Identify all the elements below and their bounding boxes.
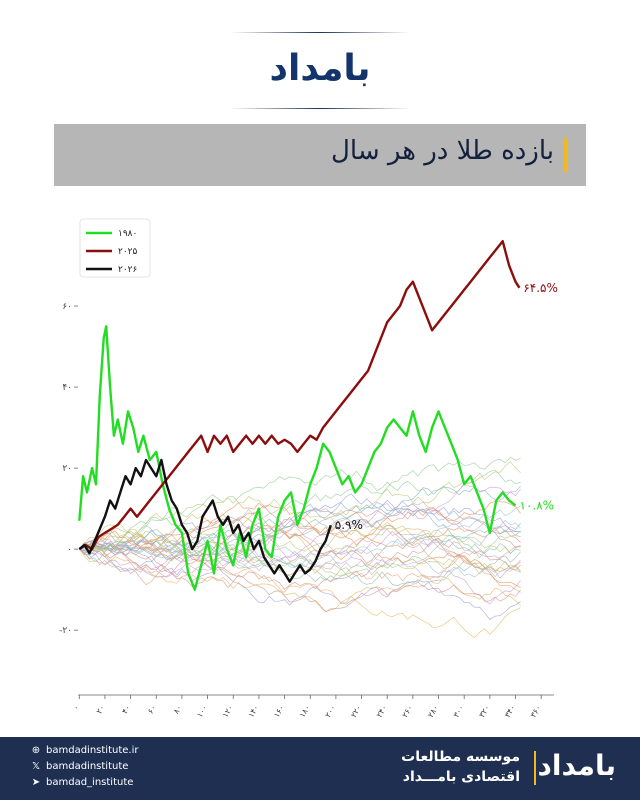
background-series-line <box>79 528 521 588</box>
background-series-line <box>79 524 521 589</box>
series-end-label: ۵.۹% <box>335 518 363 532</box>
title-bar: بازده طلا در هر سال <box>54 124 586 186</box>
legend-label: ۱۹۸۰ <box>118 229 137 239</box>
y-tick-label: ۶۰ <box>62 302 72 312</box>
legend-label: ۲۰۲۶ <box>118 265 138 275</box>
y-tick-label: ۴۰ <box>62 383 72 393</box>
x-handle-text: bamdadinstitute <box>46 761 129 772</box>
x-tick-label: ۲۴۰ <box>375 704 389 720</box>
x-icon: 𝕏 <box>31 761 41 772</box>
x-tick-label: ۱۰۰ <box>195 704 209 720</box>
x-tick-label: ۲۶۰ <box>400 704 414 720</box>
x-tick-label: ۰ <box>71 704 81 712</box>
header-rule-bottom <box>230 108 410 109</box>
background-series-line <box>79 501 521 552</box>
brand-logo: بامداد <box>269 48 371 89</box>
background-series-line <box>79 544 521 586</box>
background-series-line <box>79 515 521 552</box>
background-series-line <box>79 530 521 583</box>
org-name: موسسه مطالعات اقتصادی بامـــداد <box>401 747 520 787</box>
telegram-link[interactable]: ➤ bamdad_institute <box>30 775 138 791</box>
x-tick-label: ۱۲۰ <box>221 704 235 720</box>
x-tick-label: ۲۰ <box>95 704 107 716</box>
x-tick-label: ۶۰ <box>146 704 158 716</box>
x-tick-label: ۳۲۰ <box>477 704 491 720</box>
background-series-line <box>79 512 521 575</box>
series-line-2 <box>78 458 332 583</box>
x-tick-label: ۱۴۰ <box>246 704 260 720</box>
x-tick-label: ۴۰ <box>120 704 132 716</box>
background-series-line <box>79 540 521 613</box>
background-series-line <box>79 500 521 578</box>
website-text: bamdadinstitute.ir <box>46 745 139 756</box>
org-name-line1: موسسه مطالعات <box>401 749 520 765</box>
y-tick-label: -۲۰ <box>59 626 72 636</box>
x-tick-label: ۱۸۰ <box>298 704 312 720</box>
series-line-0 <box>78 325 517 591</box>
background-series-line <box>79 483 521 575</box>
background-series-line <box>79 503 521 572</box>
footer-separator <box>534 751 536 785</box>
background-series-line <box>79 528 521 577</box>
x-tick-label: ۳۰۰ <box>452 704 466 720</box>
background-series-line <box>79 456 521 551</box>
title-accent-bar <box>564 138 568 172</box>
y-tick-label: ۲۰ <box>62 464 72 474</box>
series-end-label: ۱۰.۸% <box>520 498 555 512</box>
org-name-line2: اقتصادی بامـــداد <box>402 769 520 785</box>
x-tick-label: ۱۶۰ <box>272 704 286 720</box>
x-tick-label: ۸۰ <box>172 704 184 716</box>
footer-logo: بامداد <box>537 749 616 782</box>
x-tick-label: ۲۸۰ <box>426 704 440 720</box>
chart-title: بازده طلا در هر سال <box>331 136 554 166</box>
background-series-line <box>79 468 521 550</box>
y-tick-label: ۰ <box>67 545 72 555</box>
background-series-line <box>79 525 521 605</box>
background-series-line <box>79 537 521 590</box>
x-tick-label: ۳۴۰ <box>503 704 517 720</box>
background-series-line <box>79 525 521 562</box>
background-series-line <box>79 518 521 560</box>
telegram-text: bamdad_institute <box>46 777 134 788</box>
background-series-line <box>79 485 521 556</box>
x-tick-label: ۲۰۰ <box>323 704 337 720</box>
telegram-icon: ➤ <box>31 777 41 788</box>
background-series-line <box>79 542 521 621</box>
series-line-1 <box>78 240 521 551</box>
gold-returns-chart: ۰ ۲۰ ۴۰ ۶۰ ۸۰ ۱۰۰ ۱۲۰ ۱۴۰ ۱۶۰ ۱۸۰ ۲۰۰ ۲۲۰ ۲۴۰ ۲۶۰ ۲۸۰ ۳… <box>59 218 558 720</box>
header-rule-top <box>230 32 410 33</box>
x-tick-label: ۳۶۰ <box>529 704 543 720</box>
legend-label: ۲۰۲۵ <box>118 247 138 257</box>
globe-icon: ⊕ <box>31 745 41 756</box>
x-tick-label: ۲۲۰ <box>349 704 363 720</box>
website-link[interactable]: ⊕ bamdadinstitute.ir <box>30 743 139 759</box>
background-series-line <box>79 548 521 606</box>
series-end-label: ۶۴.۵% <box>523 281 558 295</box>
